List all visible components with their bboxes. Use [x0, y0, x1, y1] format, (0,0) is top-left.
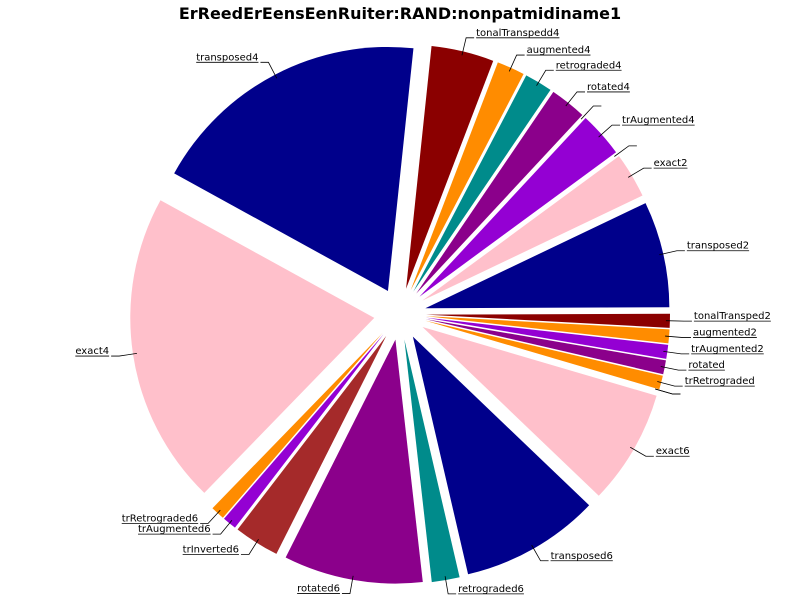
- chart-title: ErReedErEensEenRuiter:RAND:nonpatmidinam…: [178, 4, 622, 23]
- leader-line-rotated4: [565, 91, 586, 107]
- slice-label-transposed6: transposed6: [551, 551, 613, 562]
- pie-slice-augmented2: [425, 316, 670, 344]
- leader-line-exact2: [628, 167, 652, 178]
- slice-label-trinverted6: trInverted6: [183, 545, 239, 556]
- pie-slice-tonaltranspedd4: [406, 46, 494, 289]
- leader-line-transposed2: [659, 250, 685, 256]
- leader-line-retrograded4: [536, 69, 554, 86]
- slice-label-exact2: exact2: [654, 158, 688, 169]
- leader-line-augmented2: [665, 335, 692, 338]
- leader-line-tonaltranspedd4: [461, 37, 475, 56]
- leader-line-augmented4: [508, 54, 525, 72]
- pie-slice-transposed6: [412, 336, 590, 575]
- slice-label-traugmented6: trAugmented6: [138, 524, 211, 535]
- leader-line-unlabeled-4: [580, 105, 602, 120]
- leader-line-exact6: [630, 446, 654, 457]
- slice-label-rotated4: rotated4: [587, 82, 630, 93]
- leader-line-exact4: [111, 352, 137, 357]
- pie-slice-exact6: [422, 327, 657, 496]
- leader-line-trinverted6: [240, 539, 259, 555]
- slice-label-transposed2: transposed2: [687, 241, 749, 252]
- slice-label-tonaltransped2: tonalTransped2: [694, 311, 771, 322]
- slice-label-tonaltranspedd4: tonalTranspedd4: [476, 28, 559, 39]
- pie-slice-transposed4: [174, 46, 414, 291]
- pie-slice-trretrograded6: [212, 333, 383, 518]
- slice-label-retrograded6: retrograded6: [458, 584, 524, 595]
- pie-slice-trretrograded: [425, 320, 663, 390]
- slice-label-transposed4: transposed4: [196, 52, 258, 63]
- leader-line-traugmented6: [212, 519, 233, 535]
- slice-label-traugmented4: trAugmented4: [622, 115, 695, 126]
- pie-labels: tonalTranspedd4 augmented4 retrograded4 rot…: [75, 28, 771, 595]
- leader-line-transposed6: [531, 544, 549, 562]
- leader-line-traugmented4: [598, 124, 621, 138]
- leader-line-retrograded6: [444, 576, 457, 595]
- slice-label-rotated6: rotated6: [297, 584, 340, 595]
- pie-slice-rotated: [425, 319, 666, 375]
- leader-line-transposed4: [260, 61, 278, 79]
- leader-line-rotated6: [341, 575, 354, 594]
- slice-label-trretrograded: trRetrograded: [685, 376, 755, 387]
- leader-line-trretrograded: [657, 381, 683, 387]
- pie-slice-trinverted6: [237, 336, 387, 554]
- leader-line-rotated: [660, 366, 687, 371]
- pie-slice-exact4: [130, 200, 375, 493]
- pie-slice-tonaltransped2: [425, 313, 670, 328]
- slice-label-traugmented2: trAugmented2: [691, 344, 764, 355]
- leader-line-traugmented2: [663, 350, 690, 355]
- slice-label-exact4: exact4: [75, 346, 109, 357]
- slice-label-retrograded4: retrograded4: [556, 60, 622, 71]
- slice-label-trretrograded6: trRetrograded6: [122, 513, 198, 524]
- slice-label-augmented4: augmented4: [527, 45, 591, 56]
- pie-slice-rotated4: [416, 91, 583, 294]
- slice-label-rotated: rotated: [688, 360, 724, 371]
- pie-slice-transposed2: [425, 203, 670, 309]
- pie-slice-rotated6: [285, 339, 423, 584]
- leader-line-trretrograded6: [200, 509, 221, 524]
- slice-label-exact6: exact6: [656, 446, 690, 457]
- pie-slice-traugmented6: [224, 334, 384, 528]
- pie-slice-traugmented2: [425, 317, 669, 359]
- pie-slices: [130, 46, 670, 584]
- slice-label-augmented2: augmented2: [693, 328, 757, 339]
- leader-line-unlabeled-15: [655, 388, 681, 395]
- pie-slice-augmented4: [410, 62, 524, 291]
- pie-slice-traugmented4: [419, 118, 617, 297]
- pie-slice-retrograded4: [413, 75, 551, 292]
- pie-slice-exact2: [422, 156, 643, 301]
- leader-line-unlabeled-6: [614, 145, 637, 157]
- pie-slice-retrograded6: [404, 339, 460, 583]
